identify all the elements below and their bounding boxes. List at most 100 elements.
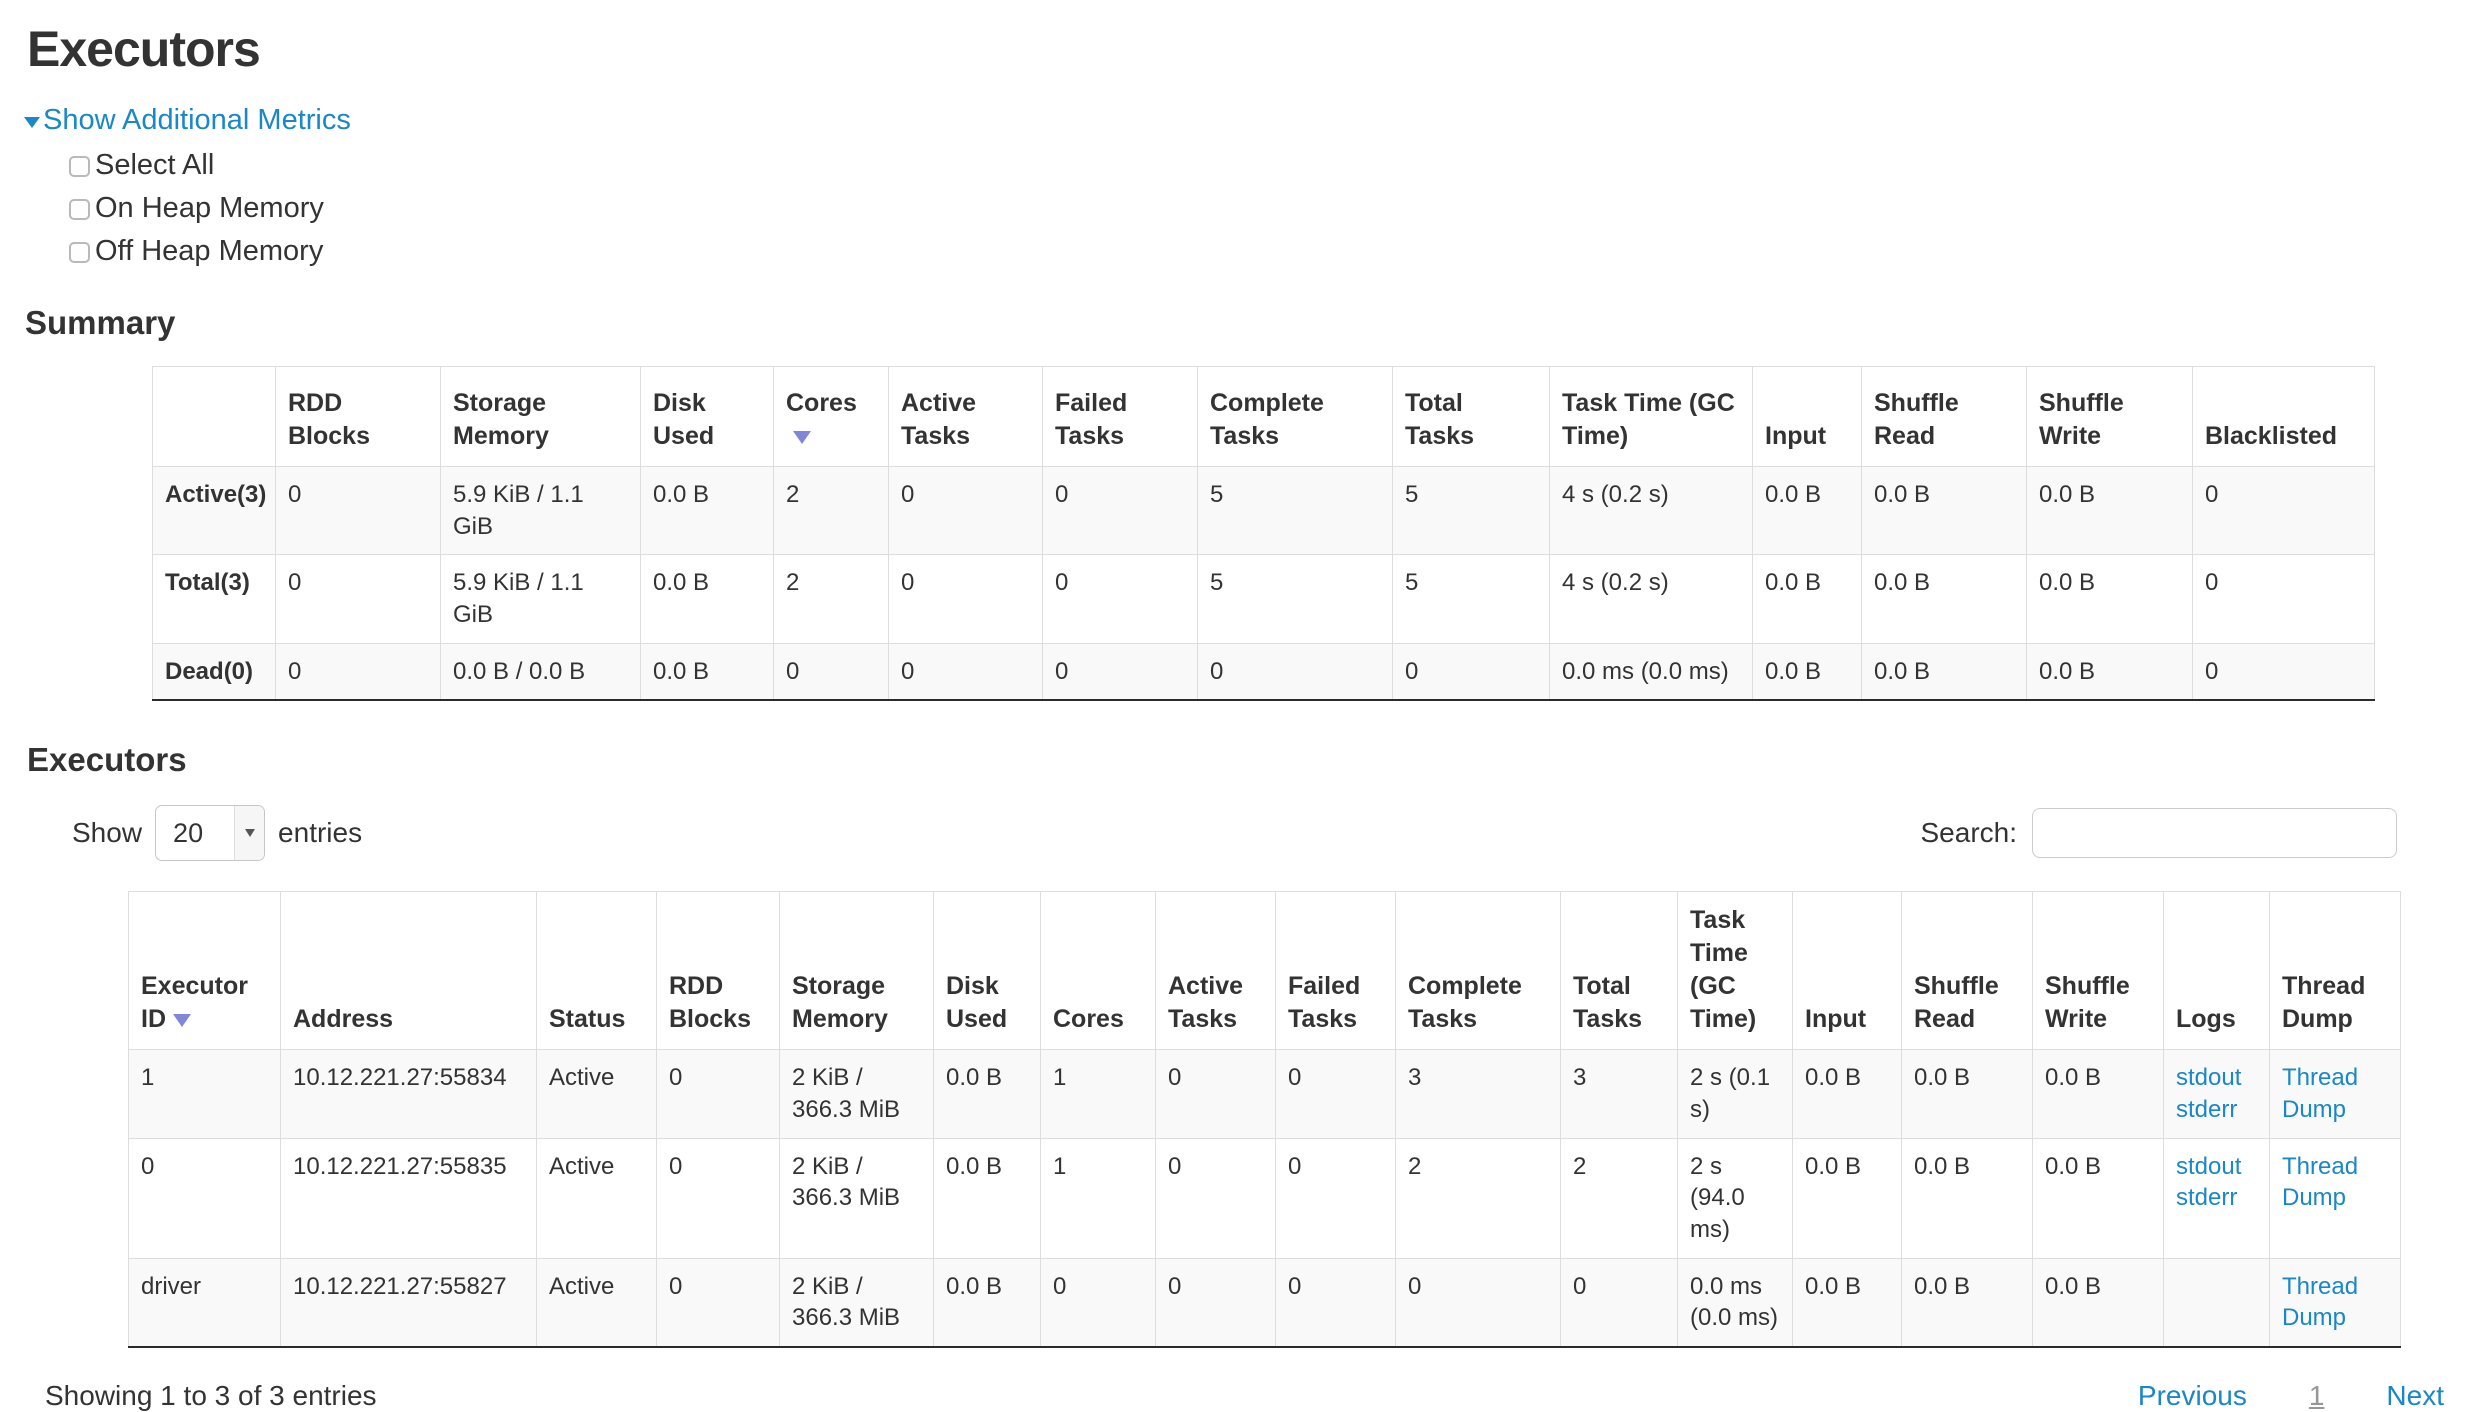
exec-cell: 2 KiB / 366.3 MiB [779, 1137, 934, 1259]
on-heap-memory-checkbox[interactable] [69, 199, 90, 220]
exec-cell: 0.0 B [1901, 1257, 2033, 1348]
summary-cell: 0 [2192, 554, 2375, 644]
entries-label: entries [278, 817, 363, 849]
exec-cell: 0 [1275, 1049, 1396, 1139]
summary-cell: 0 [1042, 642, 1198, 701]
metrics-checklist: Select All On Heap Memory Off Heap Memor… [69, 149, 2466, 268]
exec-cell: 0.0 B [1901, 1049, 2033, 1139]
caret-down-icon [24, 117, 40, 128]
search-input[interactable] [2032, 808, 2397, 859]
thread-dump-cell: Thread Dump [2269, 1137, 2401, 1259]
summary-col-failed-tasks[interactable]: Failed Tasks [1042, 366, 1198, 467]
checkbox-label: Select All [95, 149, 215, 181]
logs-cell [2163, 1257, 2270, 1348]
page-number-button[interactable]: 1 [2308, 1380, 2325, 1412]
summary-col-task-time[interactable]: Task Time (GC Time) [1549, 366, 1753, 467]
summary-cell: 0 [1197, 642, 1393, 701]
summary-col-rdd-blocks[interactable]: RDD Blocks [275, 366, 441, 467]
summary-col-input[interactable]: Input [1752, 366, 1862, 467]
summary-col-shuffle-write[interactable]: Shuffle Write [2026, 366, 2193, 467]
exec-col-failed-tasks[interactable]: Failed Tasks [1275, 891, 1396, 1051]
page-size-value: 20 [173, 817, 204, 848]
summary-cell: 0 [275, 642, 441, 701]
summary-cell: 2 [773, 554, 889, 644]
summary-cell: 0 [1392, 642, 1550, 701]
page-size-select[interactable]: 20 [155, 805, 266, 862]
show-additional-metrics-link[interactable]: Show Additional Metrics [24, 104, 351, 137]
thread-dump-link[interactable]: Thread Dump [2282, 1064, 2359, 1124]
summary-table: RDD Blocks Storage Memory Disk Used Core… [152, 366, 2375, 702]
summary-cell: 0.0 B [2026, 642, 2193, 701]
checkbox-label: Off Heap Memory [95, 235, 324, 267]
summary-col-shuffle-read[interactable]: Shuffle Read [1861, 366, 2027, 467]
exec-col-shuffle-write[interactable]: Shuffle Write [2032, 891, 2164, 1051]
exec-col-total-tasks[interactable]: Total Tasks [1560, 891, 1678, 1051]
exec-cell: 0 [656, 1137, 780, 1259]
exec-cell: 10.12.221.27:55827 [280, 1257, 537, 1348]
exec-col-active-tasks[interactable]: Active Tasks [1155, 891, 1276, 1051]
exec-cell: 0.0 B [933, 1049, 1041, 1139]
summary-cell: 0.0 B [1752, 465, 1862, 556]
exec-cell: 2 KiB / 366.3 MiB [779, 1257, 934, 1348]
summary-col-complete-tasks[interactable]: Complete Tasks [1197, 366, 1393, 467]
exec-col-status[interactable]: Status [536, 891, 657, 1051]
exec-col-rdd-blocks[interactable]: RDD Blocks [656, 891, 780, 1051]
search-control: Search: [1921, 808, 2397, 859]
summary-col-blacklisted[interactable]: Blacklisted [2192, 366, 2375, 467]
stderr-link[interactable]: stderr [2176, 1096, 2238, 1124]
summary-cell: 5 [1392, 554, 1550, 644]
summary-cell: 0 [2192, 465, 2375, 556]
exec-col-shuffle-read[interactable]: Shuffle Read [1901, 891, 2033, 1051]
summary-cell: 0 [888, 465, 1043, 556]
summary-col-cores[interactable]: Cores [773, 366, 889, 467]
exec-col-storage-memory[interactable]: Storage Memory [779, 891, 934, 1051]
summary-cell: 0.0 B [640, 554, 774, 644]
summary-col-disk-used[interactable]: Disk Used [640, 366, 774, 467]
exec-col-task-time[interactable]: Task Time (GC Time) [1677, 891, 1793, 1051]
select-all-checkbox[interactable] [69, 156, 90, 177]
table-row: driver 10.12.221.27:55827 Active 0 2 KiB… [128, 1257, 2401, 1348]
summary-col-storage-memory[interactable]: Storage Memory [440, 366, 641, 467]
stdout-link[interactable]: stdout [2176, 1152, 2242, 1180]
exec-cell: 0 [128, 1137, 281, 1259]
logs-cell: stdout stderr [2163, 1137, 2270, 1259]
exec-cell: 1 [128, 1049, 281, 1139]
checkbox-label: On Heap Memory [95, 192, 324, 224]
off-heap-memory-checkbox[interactable] [69, 242, 90, 263]
exec-col-logs[interactable]: Logs [2163, 891, 2270, 1051]
exec-cell: 0 [1155, 1257, 1276, 1348]
stdout-link[interactable]: stdout [2176, 1064, 2242, 1092]
exec-col-executor-id[interactable]: Executor ID [128, 891, 281, 1051]
exec-col-complete-tasks[interactable]: Complete Tasks [1395, 891, 1561, 1051]
exec-cell: 0 [1040, 1257, 1156, 1348]
exec-cell: 0 [1275, 1257, 1396, 1348]
previous-page-button[interactable]: Previous [2137, 1380, 2247, 1412]
summary-cell: 0 [888, 554, 1043, 644]
summary-row-label: Total(3) [152, 554, 276, 644]
select-dropdown-button[interactable] [234, 806, 265, 861]
next-page-button[interactable]: Next [2386, 1380, 2444, 1412]
exec-cell: Active [536, 1049, 657, 1139]
exec-cell: 2 KiB / 366.3 MiB [779, 1049, 934, 1139]
exec-col-cores[interactable]: Cores [1040, 891, 1156, 1051]
summary-cell: 4 s (0.2 s) [1549, 554, 1753, 644]
table-row: Total(3) 0 5.9 KiB / 1.1 GiB 0.0 B 2 0 0… [152, 554, 2375, 644]
executors-table: Executor ID Address Status RDD Blocks St… [128, 891, 2401, 1349]
thread-dump-link[interactable]: Thread Dump [2282, 1272, 2359, 1332]
exec-col-disk-used[interactable]: Disk Used [933, 891, 1041, 1051]
sort-descending-icon [793, 431, 811, 444]
thread-dump-cell: Thread Dump [2269, 1049, 2401, 1139]
summary-cell: 0.0 B [1861, 465, 2027, 556]
exec-cell: 1 [1040, 1137, 1156, 1259]
table-row: Active(3) 0 5.9 KiB / 1.1 GiB 0.0 B 2 0 … [152, 465, 2375, 556]
summary-col-total-tasks[interactable]: Total Tasks [1392, 366, 1550, 467]
exec-col-input[interactable]: Input [1792, 891, 1902, 1051]
exec-cell: 0.0 ms (0.0 ms) [1677, 1257, 1793, 1348]
stderr-link[interactable]: stderr [2176, 1184, 2238, 1212]
exec-cell: 1 [1040, 1049, 1156, 1139]
summary-col-active-tasks[interactable]: Active Tasks [888, 366, 1043, 467]
exec-col-thread-dump[interactable]: Thread Dump [2269, 891, 2401, 1051]
exec-cell: 0 [1560, 1257, 1678, 1348]
exec-col-address[interactable]: Address [280, 891, 537, 1051]
thread-dump-link[interactable]: Thread Dump [2282, 1152, 2359, 1212]
